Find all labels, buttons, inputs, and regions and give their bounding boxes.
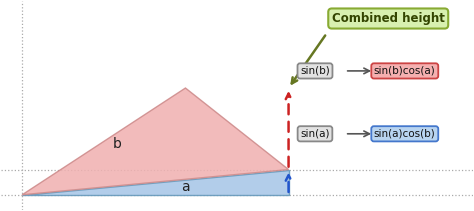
Text: sin(b)cos(a): sin(b)cos(a) <box>374 66 436 76</box>
Polygon shape <box>22 88 289 195</box>
Text: sin(a)cos(b): sin(a)cos(b) <box>374 129 436 139</box>
Polygon shape <box>22 170 289 195</box>
Text: sin(a): sin(a) <box>300 129 330 139</box>
Text: b: b <box>112 137 121 151</box>
Text: Combined height: Combined height <box>332 12 445 25</box>
Text: a: a <box>181 180 190 194</box>
Text: sin(b): sin(b) <box>300 66 330 76</box>
